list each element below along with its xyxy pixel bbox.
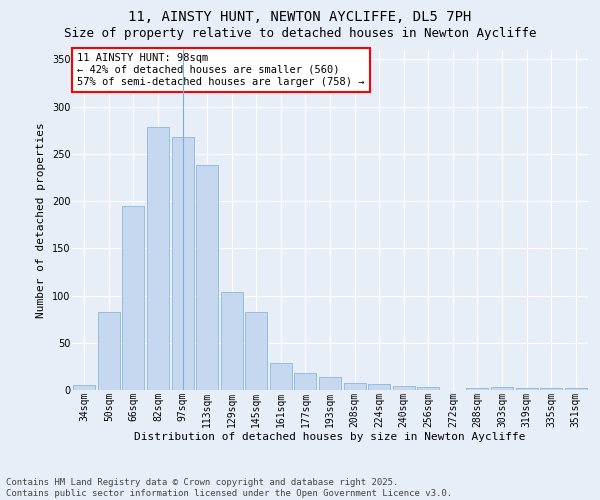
Bar <box>270 362 292 390</box>
Bar <box>221 292 243 390</box>
Bar <box>344 384 365 390</box>
Bar <box>73 386 95 390</box>
Bar <box>295 373 316 390</box>
Bar <box>565 388 587 390</box>
Bar <box>540 388 562 390</box>
Y-axis label: Number of detached properties: Number of detached properties <box>37 122 46 318</box>
Text: 11, AINSTY HUNT, NEWTON AYCLIFFE, DL5 7PH: 11, AINSTY HUNT, NEWTON AYCLIFFE, DL5 7P… <box>128 10 472 24</box>
Bar <box>122 206 145 390</box>
Bar <box>98 312 120 390</box>
Bar <box>368 384 390 390</box>
Bar <box>147 128 169 390</box>
Text: Contains HM Land Registry data © Crown copyright and database right 2025.
Contai: Contains HM Land Registry data © Crown c… <box>6 478 452 498</box>
Bar <box>392 386 415 390</box>
Text: Size of property relative to detached houses in Newton Aycliffe: Size of property relative to detached ho… <box>64 28 536 40</box>
Text: 11 AINSTY HUNT: 98sqm
← 42% of detached houses are smaller (560)
57% of semi-det: 11 AINSTY HUNT: 98sqm ← 42% of detached … <box>77 54 365 86</box>
Bar <box>515 388 538 390</box>
X-axis label: Distribution of detached houses by size in Newton Aycliffe: Distribution of detached houses by size … <box>134 432 526 442</box>
Bar <box>466 388 488 390</box>
Bar <box>319 377 341 390</box>
Bar <box>417 387 439 390</box>
Bar <box>491 387 513 390</box>
Bar <box>245 312 268 390</box>
Bar <box>196 165 218 390</box>
Bar <box>172 137 194 390</box>
